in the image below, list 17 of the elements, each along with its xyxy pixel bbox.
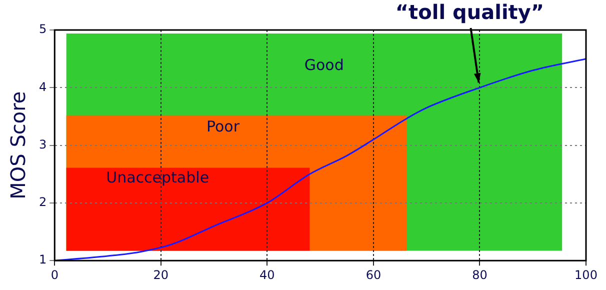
line-series: [54, 58, 586, 261]
x-tick-label: 60: [366, 268, 382, 282]
band-label: Poor: [206, 117, 240, 136]
y-axis-title: MOS Score: [6, 91, 30, 200]
y-tick-label: 5: [38, 22, 47, 36]
y-tick-label: 3: [38, 137, 47, 152]
x-tick-label: 0: [50, 268, 58, 282]
band-label: Unacceptable: [106, 168, 210, 186]
x-tick-label: 100: [574, 268, 598, 282]
x-tick-label: 20: [153, 268, 169, 282]
x-tick-label: 40: [260, 268, 275, 282]
x-tick-label: 80: [472, 268, 488, 282]
y-tick-label: 1: [38, 252, 47, 267]
band-label: Good: [304, 56, 344, 74]
y-tick-label: 4: [38, 80, 47, 94]
annotation: “toll quality”: [395, 0, 544, 24]
y-tick-label: 2: [38, 195, 47, 210]
